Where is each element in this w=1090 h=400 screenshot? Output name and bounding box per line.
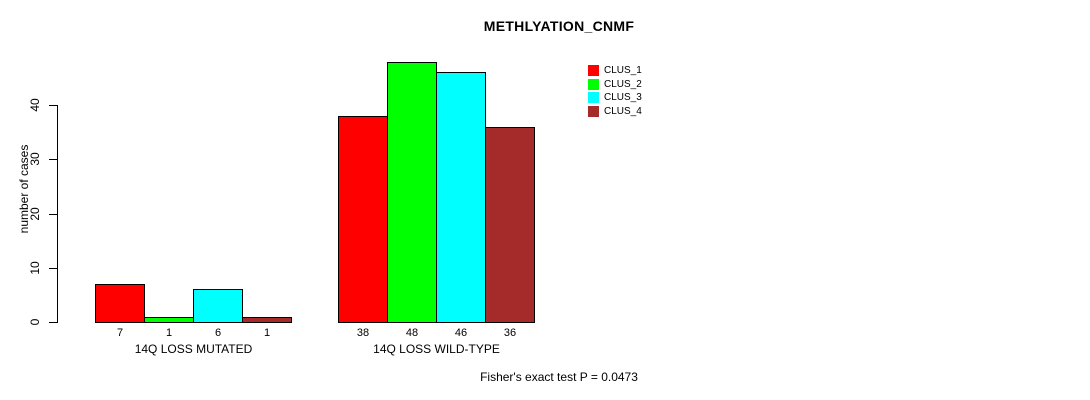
legend-swatch-clus-1 <box>588 65 599 76</box>
fisher-test-note: Fisher's exact test P = 0.0473 <box>480 370 638 384</box>
bar-value-label: 36 <box>503 327 517 339</box>
y-axis-tick-label: 30 <box>28 152 42 166</box>
bar-clus-1-14q-loss-wild-type <box>338 116 388 323</box>
legend-item-clus-1: CLUS_1 <box>588 64 642 77</box>
bar-clus-1-14q-loss-mutated <box>95 284 145 323</box>
legend-swatch-clus-3 <box>588 92 599 103</box>
y-axis-tick <box>49 159 57 160</box>
y-axis-tick <box>49 214 57 215</box>
legend-item-clus-2: CLUS_2 <box>588 78 642 91</box>
group-label-14q-loss-mutated: 14Q LOSS MUTATED <box>134 342 253 356</box>
bar-clus-3-14q-loss-mutated <box>193 289 243 323</box>
group-label-14q-loss-wild-type: 14Q LOSS WILD-TYPE <box>373 342 500 356</box>
legend-label: CLUS_1 <box>604 65 642 76</box>
bar-value-label: 1 <box>263 327 271 339</box>
y-axis-tick <box>49 322 57 323</box>
legend-swatch-clus-4 <box>588 106 599 117</box>
bar-value-label: 1 <box>165 327 173 339</box>
bar-clus-2-14q-loss-wild-type <box>387 62 437 323</box>
legend-swatch-clus-2 <box>588 79 599 90</box>
y-axis-tick-label: 0 <box>28 318 42 326</box>
y-axis-tick <box>49 268 57 269</box>
legend-label: CLUS_3 <box>604 92 642 103</box>
legend-item-clus-3: CLUS_3 <box>588 91 642 104</box>
legend-label: CLUS_4 <box>604 106 642 117</box>
bar-value-label: 6 <box>214 327 222 339</box>
bar-value-label: 38 <box>356 327 370 339</box>
y-axis-tick-label: 10 <box>28 261 42 275</box>
y-axis-line <box>57 105 58 323</box>
bar-value-label: 46 <box>454 327 468 339</box>
y-axis-tick-label: 40 <box>28 98 42 112</box>
bar-clus-4-14q-loss-wild-type <box>485 127 535 323</box>
bar-clus-3-14q-loss-wild-type <box>436 72 486 323</box>
legend-label: CLUS_2 <box>604 79 642 90</box>
legend-item-clus-4: CLUS_4 <box>588 105 642 118</box>
y-axis-tick <box>49 105 57 106</box>
y-axis-tick-label: 20 <box>28 207 42 221</box>
bar-value-label: 48 <box>405 327 419 339</box>
bar-clus-4-14q-loss-mutated <box>242 317 292 323</box>
bar-clus-2-14q-loss-mutated <box>144 317 194 323</box>
bar-value-label: 7 <box>116 327 124 339</box>
chart-title: METHLYATION_CNMF <box>483 18 635 34</box>
